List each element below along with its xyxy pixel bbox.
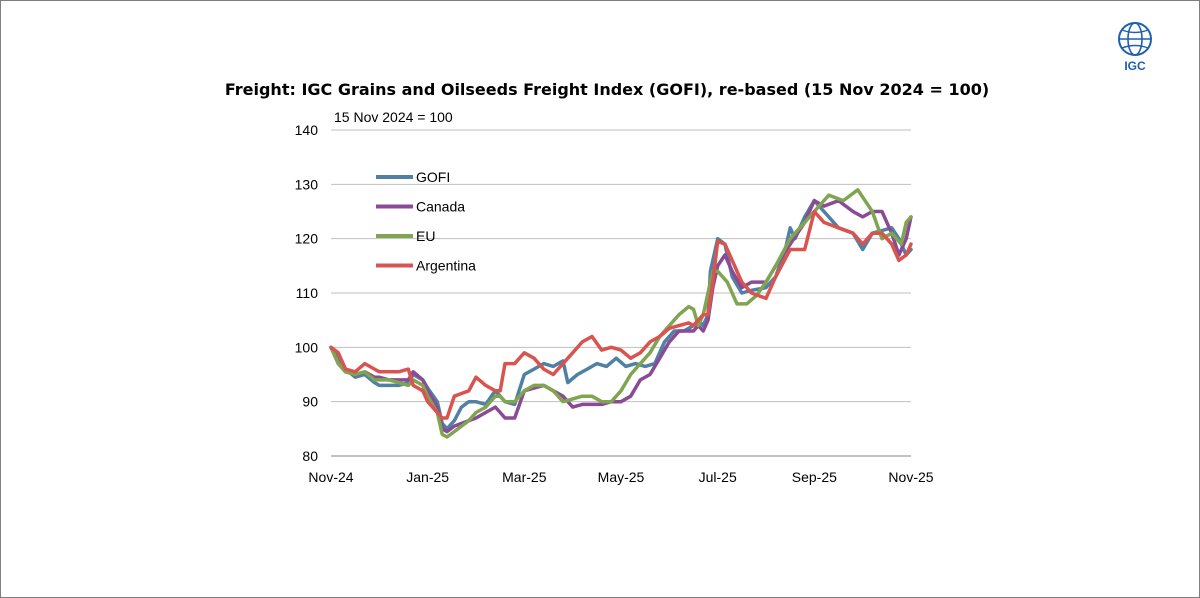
y-tick-label: 140 (295, 122, 319, 138)
y-tick-label: 80 (302, 448, 318, 464)
legend-label-gofi: GOFI (416, 169, 450, 185)
legend-label-eu: EU (416, 228, 435, 244)
x-tick-label: May-25 (598, 469, 645, 485)
series-lines (329, 188, 913, 439)
unit-label: 15 Nov 2024 = 100 (334, 109, 453, 125)
legend: GOFI Canada EU Argentina (376, 169, 476, 274)
legend-label-canada: Canada (416, 199, 465, 215)
series-line-argentina (329, 209, 913, 420)
chart-title: Freight: IGC Grains and Oilseeds Freight… (224, 80, 990, 99)
y-tick-label: 110 (296, 285, 319, 301)
y-tick-label: 120 (295, 231, 319, 247)
legend-label-argentina: Argentina (416, 258, 476, 274)
y-tick-label: 130 (295, 176, 319, 192)
x-tick-label: Jul-25 (699, 469, 737, 485)
x-tick-label: Mar-25 (502, 469, 547, 485)
series-line-eu (329, 188, 913, 439)
igc-logo: IGC (1112, 18, 1158, 74)
y-axis-ticks: 80 90 100 110 120 130 140 (295, 122, 319, 464)
x-tick-label: Nov-25 (888, 469, 933, 485)
x-tick-label: Sep-25 (792, 469, 837, 485)
globe-icon: IGC (1118, 22, 1152, 73)
x-tick-label: Jan-25 (406, 469, 449, 485)
x-axis-ticks: Nov-24 Jan-25 Mar-25 May-25 Jul-25 Sep-25 Nov-… (308, 469, 933, 485)
logo-text: IGC (1124, 59, 1146, 73)
y-tick-label: 90 (302, 394, 318, 410)
x-tick-label: Nov-24 (308, 469, 353, 485)
y-tick-label: 100 (295, 339, 319, 355)
